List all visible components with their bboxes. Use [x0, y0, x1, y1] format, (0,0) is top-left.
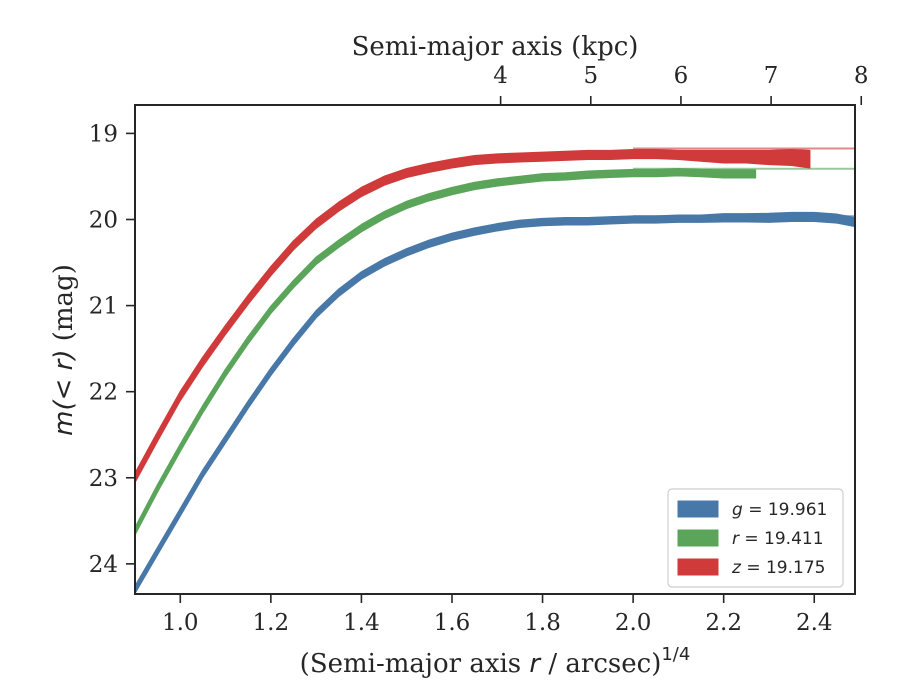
series-band-g: [135, 211, 855, 594]
y-tick-label: 22: [89, 380, 118, 406]
legend-band-total: = 19.961: [743, 500, 828, 520]
y-tick-label: 23: [89, 466, 118, 492]
legend-label-r: r = 19.411: [732, 529, 824, 549]
legend-label-z: z = 19.175: [731, 558, 825, 578]
series-band-r: [135, 167, 757, 536]
top-axis-ticks: 4 5 6 7 8: [493, 63, 869, 105]
x-axis-title-prefix: (Semi-major axis: [300, 649, 530, 679]
x-tick-label: 1.2: [253, 610, 290, 636]
legend-swatch-g: [677, 500, 719, 518]
top-tick-label: 6: [674, 63, 689, 89]
y-axis-title: m(< r) (mag): [49, 264, 79, 436]
legend-label-g: g = 19.961: [732, 500, 827, 520]
y-tick-label: 24: [89, 552, 118, 578]
plot-frame: [134, 104, 856, 595]
top-tick-label: 8: [854, 63, 869, 89]
top-axis-title: Semi-major axis (kpc): [352, 32, 639, 62]
x-tick-label: 2.0: [615, 610, 652, 636]
y-tick-label: 20: [89, 208, 118, 234]
legend-band-total: = 19.411: [739, 529, 824, 549]
x-axis-title: (Semi-major axis r / arcsec)1/4: [300, 644, 691, 679]
y-axis-title-math: m(< r): [49, 350, 79, 436]
top-tick-label: 7: [764, 63, 779, 89]
legend-band-total: = 19.175: [741, 558, 826, 578]
y-tick-label: 21: [89, 294, 118, 320]
legend-swatch-r: [677, 529, 719, 547]
legend-swatch-z: [677, 558, 719, 576]
y-tick-label: 19: [89, 121, 118, 147]
y-axis-title-unit: (mag): [49, 264, 79, 349]
x-axis-title-suffix: / arcsec): [540, 649, 661, 679]
series-band-z: [135, 149, 811, 483]
y-axis-ticks: 19 20 21 22 23 24: [89, 121, 135, 578]
x-tick-label: 1.0: [162, 610, 199, 636]
x-axis-title-superscript: 1/4: [661, 644, 690, 665]
top-tick-label: 5: [583, 63, 598, 89]
x-tick-label: 1.8: [524, 610, 561, 636]
x-tick-label: 1.4: [343, 610, 380, 636]
x-axis-title-var: r: [529, 649, 542, 679]
legend-band-symbol: g: [732, 500, 743, 520]
top-tick-label: 4: [493, 63, 508, 89]
legend-band-symbol: r: [732, 529, 740, 549]
series-bands: [135, 147, 855, 594]
legend-band-symbol: z: [731, 558, 742, 578]
x-tick-label: 1.6: [434, 610, 471, 636]
x-tick-label: 2.4: [796, 610, 833, 636]
x-axis-ticks: 1.0 1.2 1.4 1.6 1.8 2.0 2.2 2.4: [162, 594, 833, 636]
x-tick-label: 2.2: [705, 610, 742, 636]
